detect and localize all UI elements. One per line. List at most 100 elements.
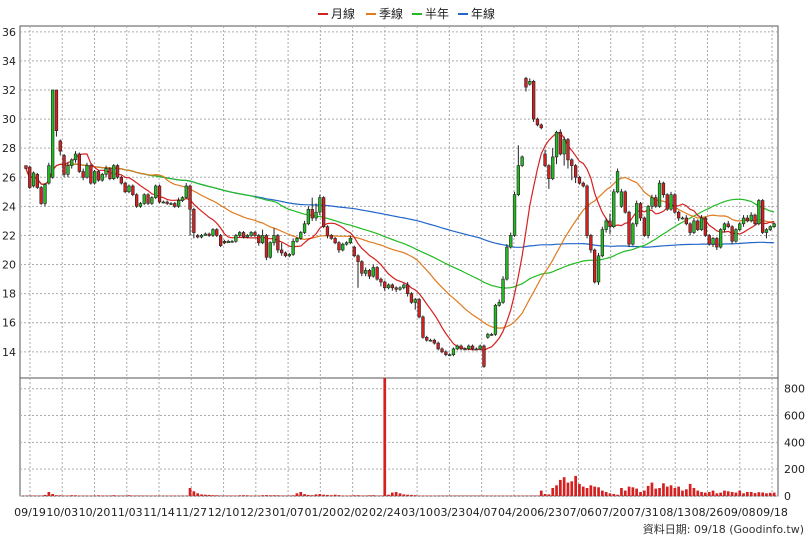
candle-up [386, 284, 391, 289]
candle-up [138, 203, 143, 207]
volume-bar [650, 482, 654, 496]
candle-down [39, 187, 43, 204]
candle-down [715, 238, 719, 248]
volume-bar [593, 486, 596, 496]
candle-up [657, 182, 662, 207]
volume-bar [620, 488, 623, 496]
candle-down [165, 201, 169, 204]
legend-label-year: 年線 [471, 6, 495, 21]
candle-up [478, 345, 482, 350]
volume-bar [215, 495, 219, 496]
candle-down [119, 177, 124, 184]
candle-down [321, 197, 326, 228]
volume-bar [646, 485, 650, 496]
volume-bar [585, 488, 589, 496]
volume-bar [47, 492, 51, 496]
candle-down [688, 223, 692, 233]
volume-bar [612, 494, 616, 496]
candle-up [348, 238, 353, 244]
volume-bar [127, 495, 131, 496]
candle-down [440, 348, 444, 353]
date-tick-label: 12/10 [208, 506, 240, 519]
volume-bar [410, 494, 413, 496]
volume-bar [341, 495, 345, 496]
candle-down [131, 185, 135, 195]
candle-down [444, 351, 448, 355]
legend-label-halfyear: 半年 [425, 7, 449, 21]
candle-up [554, 131, 559, 158]
volume-bar [711, 490, 715, 496]
volume-bar [100, 495, 104, 496]
candle-down [753, 214, 757, 225]
volume-bar [272, 495, 276, 496]
candle-up [516, 165, 521, 196]
volume-bar [188, 488, 192, 496]
candle-up [447, 354, 452, 357]
volume-bar [738, 490, 742, 496]
volume-bar [268, 495, 272, 496]
candle-down [696, 220, 700, 230]
candle-up [509, 235, 513, 248]
volume-tick-label: 400 [784, 436, 805, 449]
date-tick-label: 04/20 [498, 506, 530, 519]
volume-bar [211, 495, 215, 496]
volume-panel [19, 377, 779, 497]
volume-bar [570, 481, 574, 497]
candle-down [383, 281, 387, 289]
date-axis: 09/19 10/03 10/20 11/03 11/14 11/27 12/10 12/23… [14, 506, 788, 519]
candle-down [379, 278, 383, 283]
volume-bar [356, 495, 360, 496]
legend-label-quarter: 季線 [379, 6, 403, 21]
candle-down [279, 249, 284, 254]
candle-down [337, 242, 341, 251]
volume-bar [265, 495, 268, 496]
candle-up [505, 246, 509, 280]
candle-down [581, 182, 585, 187]
candle-up [180, 197, 185, 201]
candle-up [295, 238, 299, 242]
price-tick-label: 26 [2, 171, 16, 184]
candle-up [486, 334, 490, 338]
date-tick-label: 11/14 [143, 506, 175, 519]
candle-down [329, 235, 334, 239]
volume-bar [417, 495, 421, 496]
candle-down [566, 139, 570, 161]
volume-bar [696, 490, 700, 496]
volume-bar [249, 495, 253, 496]
candle-down [58, 140, 62, 152]
candle-down [24, 165, 28, 169]
volume-tick-label: 0 [784, 490, 791, 503]
volume-bar [532, 495, 535, 496]
volume-bar [230, 495, 234, 496]
date-tick-label: 02/02 [337, 506, 369, 519]
volume-bar [154, 495, 158, 496]
volume-bar [333, 494, 337, 496]
candle-up [245, 235, 250, 238]
candle-down [135, 194, 139, 207]
volume-bar [700, 492, 703, 496]
candle-down [325, 226, 330, 236]
volume-bar [704, 492, 707, 496]
candle-up [474, 348, 479, 351]
candle-down [547, 165, 551, 180]
candle-up [177, 200, 181, 207]
legend-label-month: 月線 [331, 6, 355, 21]
volume-bar [723, 490, 726, 496]
candle-up [184, 185, 188, 198]
volume-bar [257, 495, 261, 496]
candle-up [604, 220, 608, 230]
volume-bar [635, 488, 638, 496]
candle-up [238, 232, 242, 236]
volume-bar [490, 495, 493, 496]
volume-bar [51, 494, 54, 496]
volume-bar [398, 493, 402, 496]
volume-bar [555, 485, 558, 496]
candle-down [62, 155, 66, 175]
volume-bar [276, 495, 280, 496]
volume-bar [772, 492, 776, 496]
volume-bar [394, 492, 398, 496]
volume-bar [658, 488, 661, 496]
volume-bar [654, 488, 658, 496]
volume-bar [246, 495, 249, 496]
date-tick-label: 07/20 [595, 506, 627, 519]
